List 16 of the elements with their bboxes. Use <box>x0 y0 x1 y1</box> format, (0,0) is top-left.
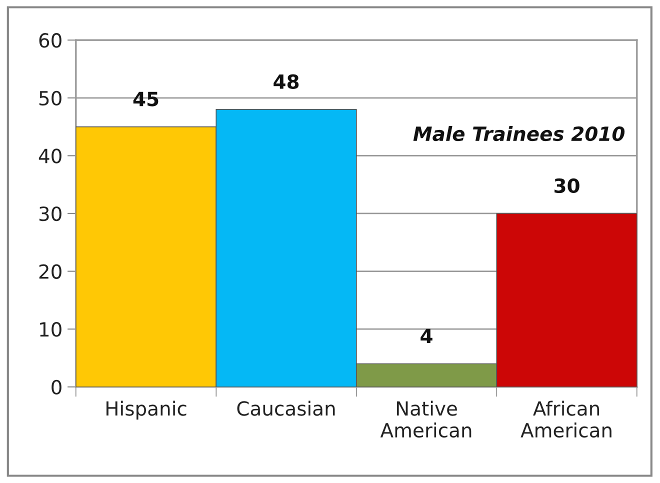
y-tick-label: 50 <box>39 90 62 106</box>
y-tick-label: 60 <box>39 33 62 48</box>
y-tick-label: 20 <box>39 264 62 279</box>
x-tick-label: African American <box>520 400 612 438</box>
x-tick-label: Caucasian <box>237 400 335 416</box>
data-label: 30 <box>554 178 580 194</box>
data-label: 48 <box>274 74 299 90</box>
y-tick-label: 40 <box>38 148 62 164</box>
data-label: 45 <box>133 92 158 106</box>
x-tick-label: Native American <box>380 400 472 438</box>
data-label: 4 <box>420 328 432 344</box>
x-tick-label: Hispanic <box>106 400 186 420</box>
y-tick-label: 10 <box>40 322 62 337</box>
y-tick-label: 30 <box>39 206 62 222</box>
y-tick-label: 0 <box>52 380 62 395</box>
text: Male Trainees 2010 <box>413 126 625 142</box>
